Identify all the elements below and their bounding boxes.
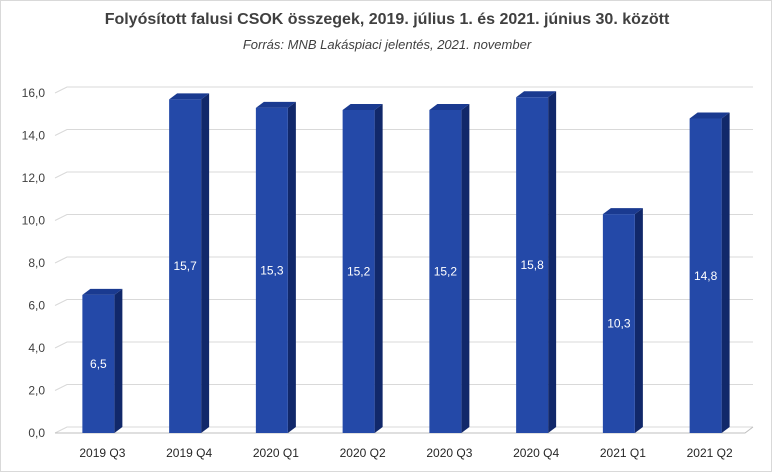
bar-2019-q4: 15,7 bbox=[169, 93, 210, 433]
y-tick-label: 2,0 bbox=[28, 384, 45, 398]
gridline bbox=[54, 384, 753, 391]
bar-side bbox=[721, 112, 730, 433]
bar-top bbox=[602, 208, 643, 215]
x-category-label: 2020 Q4 bbox=[513, 446, 559, 460]
bar-top bbox=[689, 112, 730, 119]
data-label: 15,7 bbox=[173, 259, 197, 273]
bar-2021-q1: 10,3 bbox=[602, 208, 643, 433]
gridline bbox=[54, 299, 753, 306]
y-tick-label: 12,0 bbox=[22, 171, 46, 185]
x-axis-line bbox=[55, 426, 754, 434]
bar-front bbox=[169, 99, 202, 433]
bar-top bbox=[82, 288, 123, 295]
y-tick-label: 4,0 bbox=[28, 341, 45, 355]
bar-front bbox=[689, 118, 722, 433]
x-axis-category-labels: 2019 Q3 2019 Q4 2020 Q1 2020 Q2 2020 Q3 2020 … bbox=[79, 446, 733, 460]
bar-2020-q1: 15,3 bbox=[255, 101, 296, 433]
y-tick-label: 8,0 bbox=[28, 256, 45, 270]
bar-front bbox=[82, 294, 115, 433]
data-label: 15,2 bbox=[434, 265, 458, 279]
x-category-label: 2021 Q1 bbox=[600, 446, 646, 460]
bar-side bbox=[287, 101, 296, 433]
data-label: 10,3 bbox=[607, 317, 631, 331]
x-category-label: 2020 Q3 bbox=[426, 446, 472, 460]
bar-top bbox=[429, 104, 470, 110]
gridlines bbox=[54, 86, 754, 434]
bar-front bbox=[429, 110, 462, 433]
bar-side bbox=[114, 288, 123, 433]
bar-top bbox=[169, 93, 210, 100]
data-label: 6,5 bbox=[90, 357, 107, 371]
bars: 6,5 15,7 15,3 15,2 15,2 15,8 10,3 14,8 bbox=[82, 91, 730, 433]
bar-side bbox=[634, 208, 643, 433]
y-tick-label: 16,0 bbox=[22, 86, 46, 100]
bar-2019-q3: 6,5 bbox=[82, 288, 123, 433]
x-category-label: 2019 Q3 bbox=[79, 446, 125, 460]
x-category-label: 2021 Q2 bbox=[687, 446, 733, 460]
bar-side bbox=[461, 104, 470, 433]
gridline bbox=[54, 129, 753, 136]
bar-top bbox=[516, 91, 557, 98]
bar-2021-q2: 14,8 bbox=[689, 112, 730, 433]
gridline bbox=[54, 256, 753, 264]
y-tick-label: 6,0 bbox=[28, 299, 45, 313]
chart-subtitle: Forrás: MNB Lakáspiaci jelentés, 2021. n… bbox=[242, 37, 532, 52]
bar-2020-q2: 15,2 bbox=[342, 104, 383, 433]
bar-side bbox=[201, 93, 210, 433]
bar-side bbox=[374, 104, 383, 433]
bar-front bbox=[602, 214, 635, 433]
data-label: 15,8 bbox=[520, 258, 544, 272]
data-label: 15,2 bbox=[347, 265, 371, 279]
bar-2020-q3: 15,2 bbox=[429, 104, 470, 433]
bar-2020-q4: 15,8 bbox=[516, 91, 557, 433]
gridline bbox=[54, 214, 753, 221]
gridline bbox=[54, 171, 753, 179]
chart-title: Folyósított falusi CSOK összegek, 2019. … bbox=[104, 11, 670, 28]
y-tick-label: 14,0 bbox=[22, 129, 46, 143]
y-axis-tick-labels: 0,0 2,0 4,0 6,0 8,0 10,0 12,0 14,0 16,0 bbox=[22, 86, 46, 440]
bar-top bbox=[255, 101, 296, 108]
bar-front bbox=[255, 107, 288, 433]
bar-front bbox=[342, 110, 375, 433]
x-category-label: 2020 Q2 bbox=[340, 446, 386, 460]
bar-top bbox=[342, 104, 383, 110]
gridline bbox=[54, 341, 753, 349]
bar-front bbox=[516, 97, 549, 433]
bar-side bbox=[548, 91, 557, 433]
x-category-label: 2020 Q1 bbox=[253, 446, 299, 460]
y-tick-label: 10,0 bbox=[22, 214, 46, 228]
gridline bbox=[54, 426, 753, 434]
y-tick-label: 0,0 bbox=[28, 426, 45, 440]
x-category-label: 2019 Q4 bbox=[166, 446, 212, 460]
data-label: 15,3 bbox=[260, 263, 284, 277]
gridline bbox=[54, 86, 753, 94]
data-label: 14,8 bbox=[694, 269, 718, 283]
